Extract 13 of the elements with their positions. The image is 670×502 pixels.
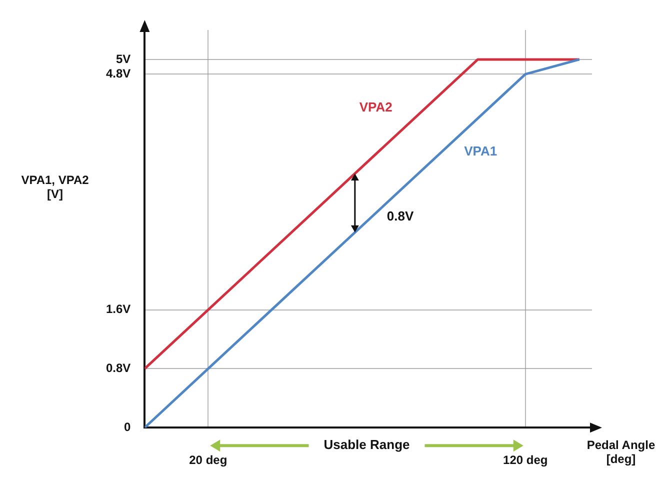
y-tick-label: 0 — [124, 420, 131, 434]
x-tick-label: 20 deg — [189, 453, 228, 468]
y-tick-label: 4.8V — [106, 66, 131, 80]
series-label: VPA2 — [359, 100, 392, 115]
annotation: 0.8V — [386, 208, 414, 224]
x-tick-label: 120 deg — [503, 453, 548, 468]
y-tick-label: 1.6V — [106, 302, 131, 316]
series-label: VPA1 — [464, 143, 498, 158]
x-axis-title: Pedal Angle [deg] — [586, 438, 656, 466]
text: Usable Range — [324, 437, 410, 452]
y-tick-label: 5V — [116, 52, 131, 66]
y-axis-title: VPA1, VPA2 [V] — [20, 173, 90, 202]
y-tick-label: 0.8V — [106, 361, 131, 376]
